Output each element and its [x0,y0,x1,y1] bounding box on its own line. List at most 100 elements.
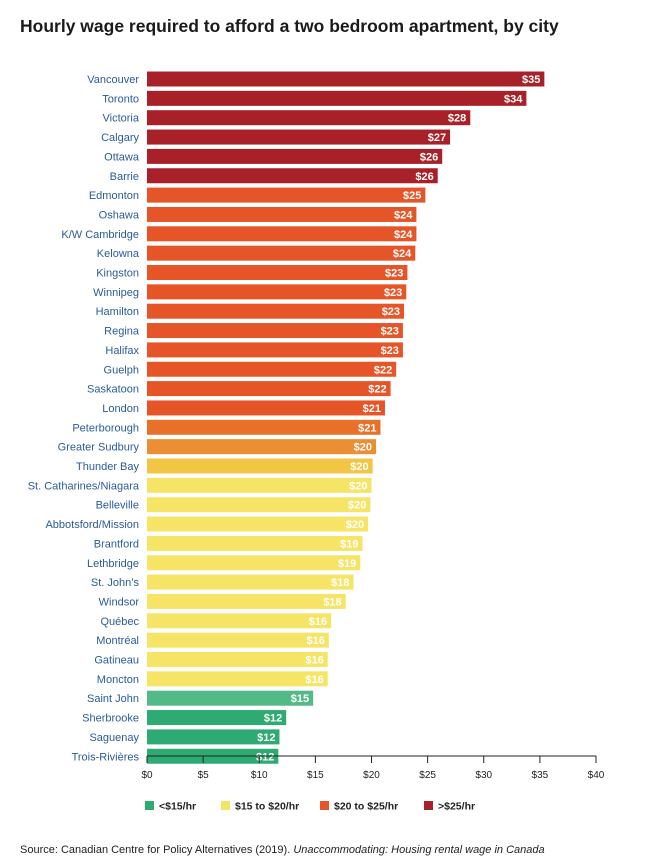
bar-value-label: $19 [338,558,356,570]
category-label: Saint John [87,693,139,705]
category-label: Lethbridge [87,558,139,570]
bar-value-label: $16 [306,635,324,647]
category-label: Calgary [101,132,139,144]
category-label: Sherbrooke [82,713,139,725]
bar [147,168,438,184]
bar [147,477,372,493]
bar [147,110,471,126]
bar [147,284,407,300]
x-tick-label: $15 [307,770,324,781]
category-label: Moncton [97,674,139,686]
bar [147,632,329,648]
legend-label: <$15/hr [159,801,196,813]
x-tick-label: $35 [532,770,549,781]
bar-value-label: $22 [374,364,392,376]
category-label: Victoria [103,113,140,125]
x-tick-label: $0 [141,770,153,781]
bar [147,265,408,280]
x-tick-label: $20 [363,770,380,781]
bar-value-label: $20 [346,519,364,531]
legend-swatch [424,801,433,810]
x-tick-label: $25 [419,770,436,781]
bar [147,516,369,532]
bar [147,458,373,474]
category-label: Barrie [110,171,139,183]
bar [147,652,328,667]
bar-value-label: $23 [384,287,402,299]
category-label: Hamilton [96,306,139,318]
category-label: Québec [100,616,139,628]
category-label: Belleville [96,500,139,512]
bar [147,342,403,358]
bar-value-label: $24 [394,229,413,241]
bar-value-label: $28 [448,113,466,125]
category-label: Saguenay [89,732,139,744]
category-label: Kelowna [97,248,140,260]
bar-value-label: $20 [349,480,367,492]
legend-swatch [221,801,230,810]
x-tick-label: $30 [475,770,492,781]
bar-value-label: $15 [291,693,309,705]
category-label: St. Catharines/Niagara [28,480,140,492]
category-label: Trois-Rivières [72,751,140,763]
bar [147,71,545,87]
chart-title: Hourly wage required to afford a two bed… [20,16,559,36]
bar [147,381,391,397]
bar-value-label: $20 [348,500,366,512]
bar [147,90,527,106]
bar [147,245,416,261]
source-publication: Unaccommodating: Housing rental wage in … [293,844,545,856]
bar [147,303,405,319]
bar [147,574,354,590]
bar [147,439,376,455]
bar-value-label: $23 [382,306,400,318]
bar [147,690,314,706]
bar-value-label: $35 [522,74,540,86]
x-tick-label: $40 [588,770,605,781]
bar [147,671,328,687]
bar-value-label: $23 [381,345,399,357]
bar-value-label: $26 [420,151,438,163]
category-label: St. John’s [91,577,140,589]
category-label: Toronto [102,93,139,105]
bar-value-label: $12 [264,713,282,725]
legend-label: >$25/hr [438,801,475,813]
bar [147,613,332,629]
bar [147,187,426,203]
bar-value-label: $24 [393,248,412,260]
category-label: Gatineau [94,655,139,667]
bar-value-label: $23 [381,326,399,338]
bar [147,593,346,609]
category-label: Windsor [99,596,140,608]
category-label: Saskatoon [87,384,139,396]
bar [147,710,287,726]
bar [147,497,371,513]
bar-value-label: $16 [309,616,327,628]
bar-value-label: $21 [363,403,381,415]
bar-value-label: $16 [305,655,323,667]
bar [147,361,397,377]
legend-swatch [145,801,154,810]
bar-value-label: $20 [354,442,372,454]
bar-value-label: $22 [368,384,386,396]
category-label: Peterborough [72,422,139,434]
bar [147,400,385,416]
bar [147,129,451,145]
category-label: Vancouver [87,74,139,86]
category-label: Montréal [96,635,139,647]
bar [147,226,417,242]
source-text: Source: Canadian Centre for Policy Alter… [20,844,294,856]
bar [147,419,381,435]
legend-label: $15 to $20/hr [235,801,299,813]
bar-value-label: $20 [350,461,368,473]
category-label: K/W Cambridge [61,229,139,241]
bar-value-label: $26 [415,171,433,183]
bar [147,535,363,551]
x-tick-label: $5 [198,770,210,781]
bar-value-label: $12 [256,751,274,763]
bar-value-label: $34 [504,93,523,105]
bar [147,148,443,164]
bar-value-label: $19 [340,538,358,550]
bar [147,555,361,571]
category-label: Winnipeg [93,287,139,299]
